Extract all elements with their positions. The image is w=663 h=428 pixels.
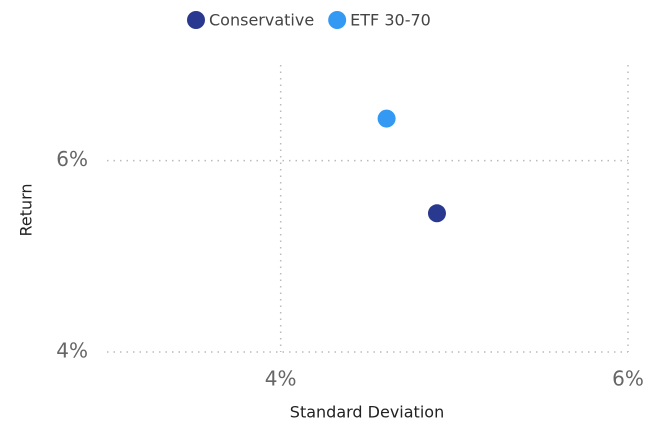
x-tick-label: 6% — [612, 367, 644, 391]
x-axis-title: Standard Deviation — [290, 403, 444, 422]
legend-marker — [328, 11, 347, 29]
y-tick-label: 4% — [56, 339, 88, 363]
legend-marker — [187, 11, 205, 29]
point — [377, 109, 396, 128]
y-tick-label: 6% — [56, 147, 88, 171]
x-tick-label: 4% — [265, 367, 297, 391]
y-axis-title: Return — [17, 183, 36, 236]
point — [427, 204, 446, 223]
legend-label: Conservative — [209, 11, 314, 30]
legend-label: ETF 30-70 — [350, 11, 431, 30]
